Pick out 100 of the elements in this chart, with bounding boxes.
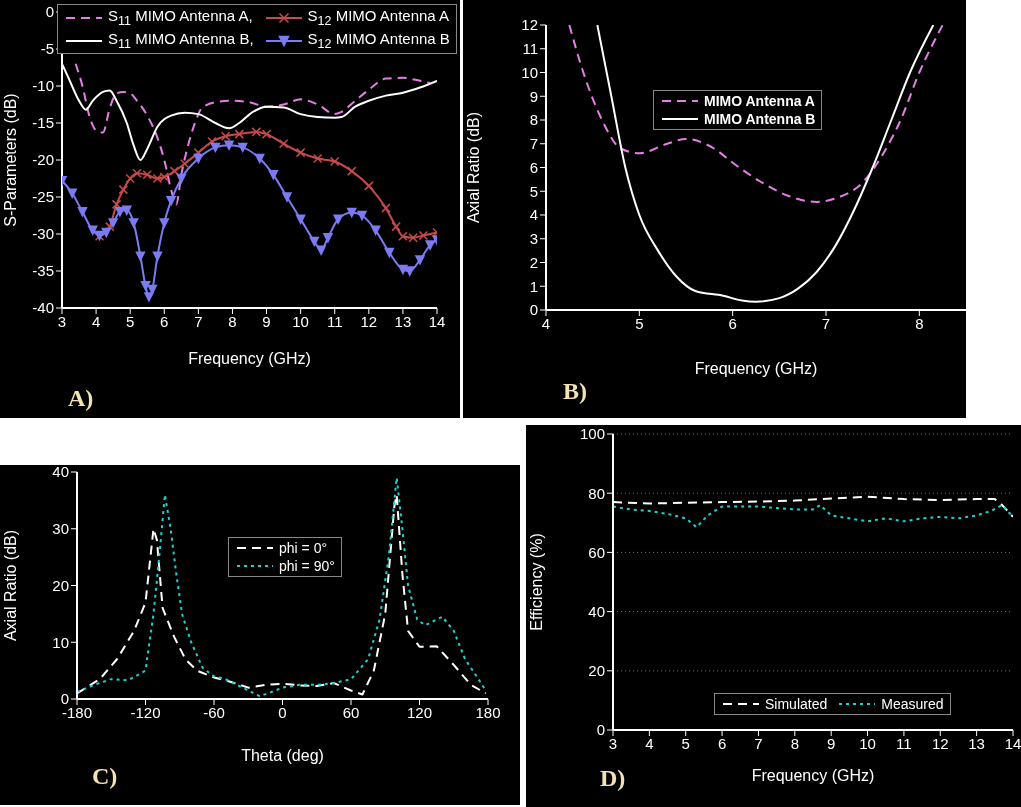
point [237, 142, 248, 153]
point [87, 225, 98, 236]
point [364, 181, 374, 191]
legend-label: MIMO Antenna B [704, 111, 816, 127]
y-tick-label: -20 [32, 151, 54, 169]
point [278, 138, 289, 149]
x-tick-label: 4 [91, 312, 101, 330]
point [140, 281, 151, 291]
y-tick-label: 5 [529, 182, 538, 200]
x-tick-label: 12 [931, 734, 949, 752]
point [152, 251, 163, 261]
legend-label: Measured [881, 696, 944, 712]
x-axis-title: Frequency (GHz) [751, 767, 875, 784]
point [169, 166, 180, 176]
y-tick-label: 100 [579, 425, 605, 443]
point [357, 210, 367, 221]
x-tick-label: 6 [160, 312, 169, 330]
point [415, 255, 425, 265]
x-tick-label: 8 [915, 314, 924, 332]
point [347, 166, 357, 176]
legend-label: S$_{12}$ MIMO Antenna A [307, 7, 450, 28]
point [144, 292, 154, 302]
y-tick-label: 3 [529, 230, 538, 248]
point [193, 153, 204, 164]
y-tick-label: 9 [529, 87, 538, 105]
y-tick-label: 8 [529, 111, 538, 129]
point [295, 214, 306, 224]
x-tick-label: 13 [394, 312, 412, 330]
point [122, 205, 132, 216]
point [147, 284, 158, 295]
y-tick-label: 2 [529, 253, 538, 271]
legend-label: S$_{12}$ MIMO Antenna B [307, 30, 450, 51]
point [329, 156, 340, 167]
point [295, 147, 306, 158]
y-tick-label: 20 [52, 576, 69, 594]
y-tick-label: 10 [521, 63, 538, 81]
y-axis-title: Efficiency (%) [527, 533, 545, 631]
legend-label: phi = 90° [279, 558, 335, 574]
point [254, 153, 265, 164]
point [115, 207, 125, 217]
y-axis-title: Axial Ratio (dB) [1, 529, 19, 642]
point [67, 188, 77, 199]
y-tick-label: 0 [529, 301, 538, 319]
point [135, 251, 146, 261]
x-tick-label: 7 [754, 734, 763, 752]
x-tick-label: 14 [428, 312, 446, 330]
y-tick-label: -40 [32, 299, 54, 317]
x-axis-title: Theta (deg) [241, 747, 324, 764]
x-tick-label: 4 [541, 314, 551, 332]
point [224, 140, 234, 150]
line-series [568, 25, 944, 203]
point [323, 232, 333, 243]
line-series [596, 25, 935, 303]
point [128, 218, 139, 228]
legend-label: phi = 0° [279, 540, 328, 556]
x-tick-label: 9 [262, 312, 271, 330]
y-tick-label: -5 [40, 40, 54, 58]
point [176, 173, 187, 184]
y-tick-label: 1 [529, 277, 538, 295]
point [309, 236, 320, 247]
x-tick-label: 120 [406, 703, 433, 721]
x-tick-label: 14 [1004, 734, 1021, 752]
point [159, 218, 170, 228]
text: A) [68, 385, 94, 412]
x-tick-label: 0 [278, 703, 287, 721]
y-tick-label: 11 [522, 40, 538, 58]
y-tick-label: -30 [32, 225, 54, 243]
y-tick-label: 60 [588, 543, 605, 561]
point [125, 173, 135, 184]
point [108, 218, 118, 228]
y-tick-label: 40 [588, 602, 605, 620]
x-tick-label: 6 [717, 734, 727, 752]
point [370, 225, 381, 236]
line-series [74, 62, 432, 206]
y-axis-title: S-Parameters (dB) [1, 93, 19, 227]
point [282, 192, 292, 202]
point [234, 129, 245, 139]
y-tick-label: 0 [45, 3, 54, 21]
x-tick-label: -60 [203, 703, 225, 721]
x-tick-label: 7 [821, 314, 831, 332]
point [425, 240, 435, 250]
y-tick-label: -35 [32, 262, 54, 280]
x-tick-label: 180 [475, 703, 501, 721]
legend-label: S$_{11}$ MIMO Antenna B, [108, 30, 254, 51]
x-tick-label: 5 [126, 312, 135, 330]
point [220, 131, 231, 142]
x-tick-label: 8 [790, 734, 799, 752]
x-tick-label: 60 [342, 703, 360, 721]
y-tick-label: -10 [32, 77, 54, 95]
y-tick-label: 7 [529, 135, 538, 153]
x-tick-label: 7 [194, 312, 203, 330]
x-tick-label: 6 [728, 314, 737, 332]
y-tick-label: 10 [52, 633, 69, 651]
point [347, 207, 357, 218]
text: D) [600, 765, 626, 792]
text: B) [563, 378, 587, 405]
x-tick-label: 13 [968, 734, 985, 752]
line-series [613, 504, 1013, 529]
y-tick-label: 30 [52, 520, 69, 538]
x-tick-label: 12 [360, 312, 378, 330]
